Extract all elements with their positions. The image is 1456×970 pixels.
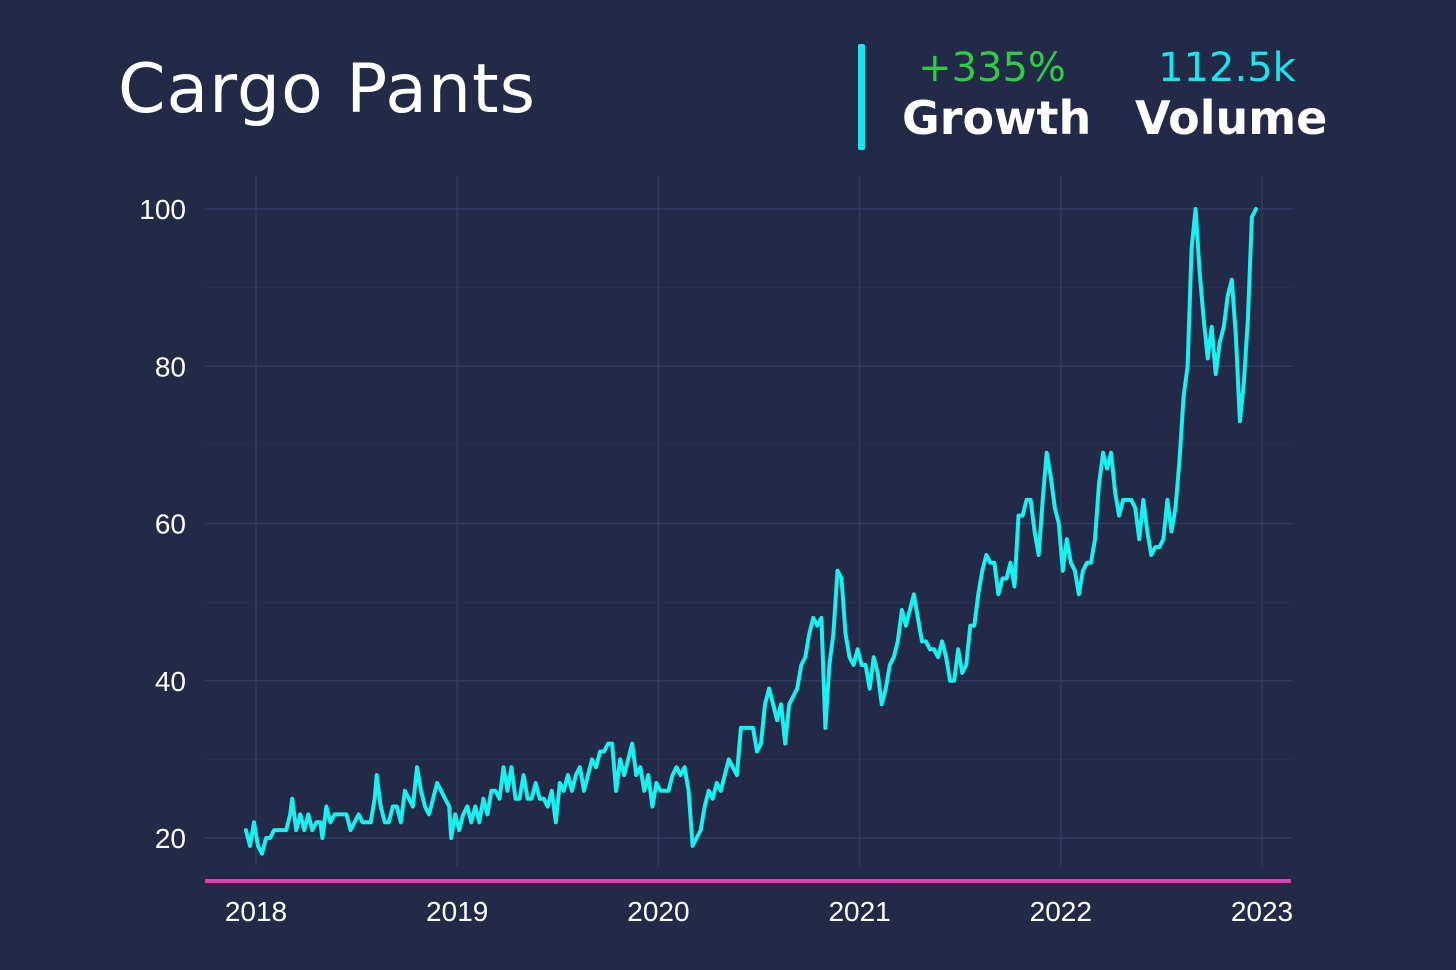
header-divider bbox=[858, 44, 865, 150]
y-tick-label: 100 bbox=[139, 194, 186, 225]
grid-lines bbox=[205, 176, 1293, 866]
x-tick-label: 2022 bbox=[1030, 896, 1092, 927]
x-tick-label: 2018 bbox=[225, 896, 287, 927]
growth-stat: +335% Growth bbox=[902, 44, 1092, 145]
series-line-0 bbox=[243, 207, 1258, 856]
volume-stat: 112.5k Volume bbox=[1135, 44, 1328, 145]
chart-title: Cargo Pants bbox=[118, 50, 537, 129]
x-axis-ticks: 2018 2019 2020 2021 2022 2023 bbox=[225, 896, 1293, 927]
y-axis-ticks: 20 40 60 80 100 bbox=[139, 194, 186, 854]
y-tick-label: 80 bbox=[155, 351, 186, 382]
volume-value: 112.5k bbox=[1158, 45, 1296, 91]
growth-value: +335% bbox=[918, 45, 1066, 91]
y-tick-label: 20 bbox=[155, 823, 186, 854]
growth-label: Growth bbox=[902, 91, 1092, 145]
series-group bbox=[243, 207, 1258, 856]
y-tick-label: 60 bbox=[155, 509, 186, 540]
y-tick-label: 40 bbox=[155, 666, 186, 697]
x-tick-label: 2020 bbox=[627, 896, 689, 927]
x-tick-label: 2023 bbox=[1231, 896, 1293, 927]
x-tick-label: 2019 bbox=[426, 896, 488, 927]
volume-label: Volume bbox=[1135, 91, 1328, 145]
x-tick-label: 2021 bbox=[828, 896, 890, 927]
